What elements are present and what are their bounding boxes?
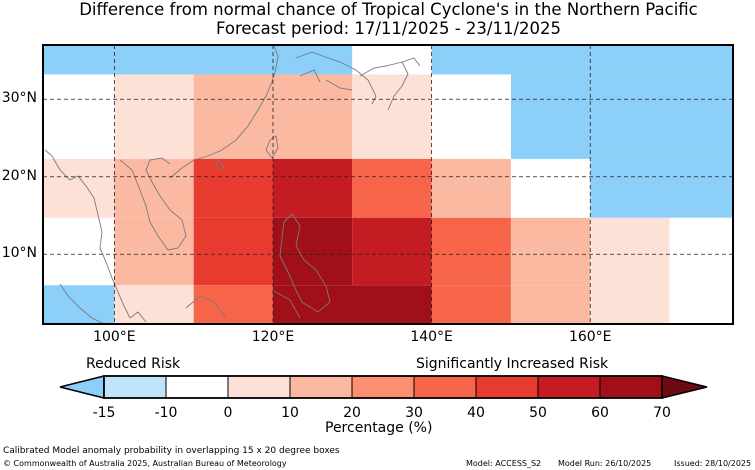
map-cell — [352, 217, 432, 286]
colorbar-axis-label: Percentage (%) — [325, 420, 433, 436]
colorbar-tick-label: 20 — [343, 405, 361, 421]
model-name: Model: ACCESS_S2 — [466, 459, 542, 468]
latitude-label: 30°N — [1, 90, 37, 107]
map-frame — [42, 44, 734, 325]
map-cell — [114, 74, 194, 159]
colorbar-tick-label: 30 — [405, 405, 423, 421]
map-cell — [352, 74, 432, 159]
colorbar-outline — [103, 375, 663, 399]
map-cell — [431, 285, 511, 324]
longitude-label: 160°E — [568, 329, 612, 345]
map-cell — [352, 45, 432, 75]
map-cell — [193, 285, 273, 324]
colorbar-tick-label: 70 — [653, 405, 671, 421]
model-run: Model Run: 26/10/2025 — [558, 459, 652, 468]
colorbar-swatch — [165, 375, 229, 399]
map-cell — [43, 45, 115, 75]
colorbar-swatch — [351, 375, 415, 399]
map-cell — [590, 285, 670, 324]
map-cell — [43, 74, 115, 159]
map-cell — [431, 74, 511, 159]
map-cell — [510, 158, 591, 218]
colorbar-swatch — [475, 375, 539, 399]
increased-risk-label: Significantly Increased Risk — [416, 356, 609, 372]
colorbar-swatch — [599, 375, 663, 399]
colorbar-tick-label: 0 — [223, 405, 233, 421]
map-cell — [352, 158, 432, 218]
map-cell — [193, 217, 273, 286]
forecast-period: Forecast period: 17/11/2025 - 23/11/2025 — [215, 19, 562, 38]
colorbar-tick-label: -10 — [154, 405, 178, 421]
map-cell — [43, 285, 115, 324]
map-cell — [193, 158, 273, 218]
colorbar-tick-label: 40 — [467, 405, 485, 421]
colorbar-under-arrow — [59, 375, 105, 399]
longitude-label: 120°E — [251, 329, 295, 345]
map-cell — [510, 217, 591, 286]
map-cell — [43, 158, 115, 218]
reduced-risk-label: Reduced Risk — [86, 356, 181, 372]
map-cell — [669, 217, 733, 286]
map-cell — [431, 217, 511, 286]
map-cell — [510, 74, 733, 159]
latitude-label: 20°N — [1, 167, 37, 184]
colorbar-swatch — [289, 375, 353, 399]
map-cell — [431, 45, 733, 75]
map-cell — [510, 285, 591, 324]
longitude-label: 100°E — [93, 329, 136, 345]
copyright: © Commonwealth of Australia 2025, Austra… — [3, 459, 287, 468]
map-cell — [43, 217, 115, 286]
map-cell — [273, 217, 353, 286]
coastlines — [44, 45, 421, 325]
map-cell — [669, 285, 733, 324]
colorbar-tick-label: 50 — [529, 405, 547, 421]
colorbar-swatch — [413, 375, 477, 399]
map-cell — [114, 285, 194, 324]
colorbar-swatch — [537, 375, 601, 399]
map-cell — [114, 45, 353, 75]
colorbar-swatch — [103, 375, 167, 399]
map-cell — [590, 158, 733, 218]
colorbar-tick-label: 10 — [281, 405, 299, 421]
colorbar-swatch — [227, 375, 291, 399]
colorbar-tick-label: -15 — [92, 405, 116, 421]
map-cell — [273, 158, 353, 218]
footer-note: Calibrated Model anomaly probability in … — [3, 446, 340, 456]
latitude-label: 10°N — [1, 245, 37, 262]
map-cell — [431, 158, 511, 218]
map-cell — [590, 217, 670, 286]
colorbar-tick-label: 60 — [591, 405, 609, 421]
colorbar-over-arrow — [661, 375, 708, 399]
map-title: Difference from normal chance of Tropica… — [79, 0, 698, 19]
map-cell — [114, 217, 194, 286]
issued-date: Issued: 28/10/2025 — [674, 459, 752, 468]
longitude-label: 140°E — [410, 329, 453, 345]
